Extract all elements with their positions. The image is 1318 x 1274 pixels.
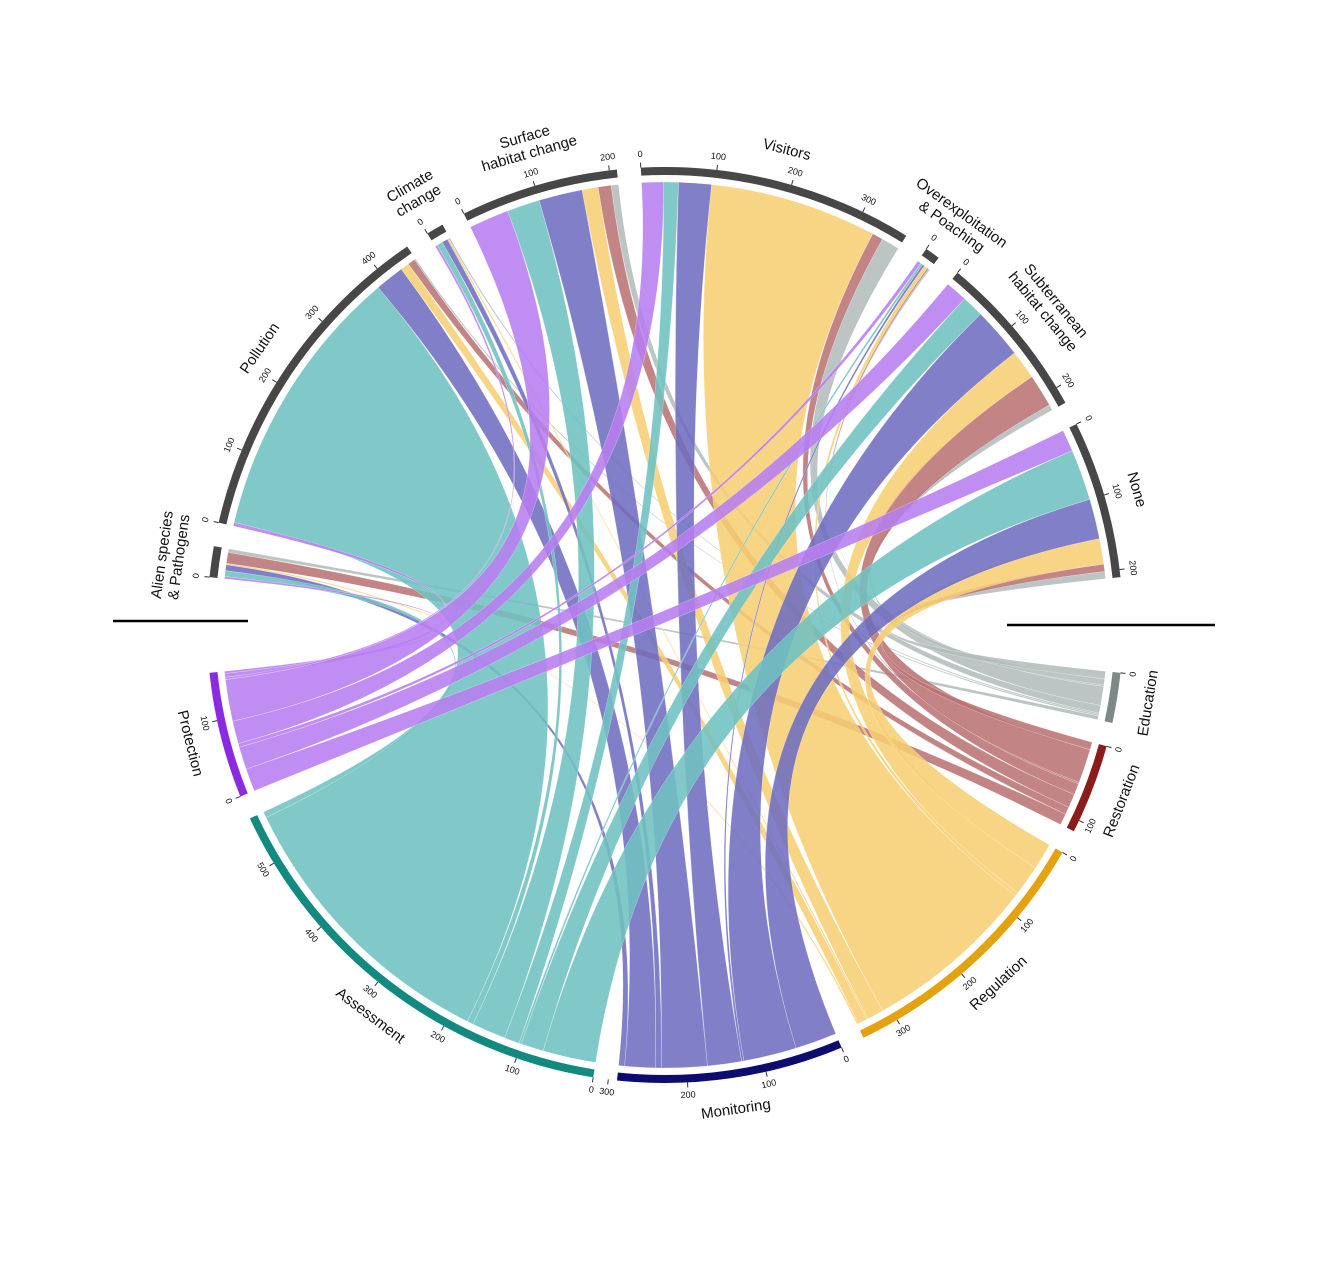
tick-mark <box>792 180 793 185</box>
tick-label: 0 <box>1068 854 1079 863</box>
sector-label: Restoration <box>1100 762 1143 840</box>
sector-arc <box>922 249 939 264</box>
tick-label: 100 <box>504 1063 521 1077</box>
tick-mark <box>608 1079 609 1084</box>
tick-mark <box>205 577 210 578</box>
tick-label: 200 <box>787 165 804 179</box>
tick-mark <box>1017 918 1021 921</box>
tick-label: 100 <box>1110 482 1124 499</box>
sector-label: Pollution <box>237 320 283 377</box>
tick-label: 300 <box>361 983 379 1000</box>
tick-mark <box>1063 852 1067 854</box>
tick-mark <box>374 265 377 269</box>
tick-label: 200 <box>1060 371 1076 389</box>
tick-label: 0 <box>1113 746 1124 753</box>
tick-mark <box>317 927 321 930</box>
tick-label: 0 <box>1128 671 1138 677</box>
sector-arc <box>427 225 446 241</box>
tick-label: 200 <box>961 975 979 992</box>
tick-mark <box>842 1048 844 1053</box>
tick-label: 100 <box>760 1077 777 1090</box>
tick-label: 0 <box>588 1084 595 1095</box>
tick-label: 200 <box>600 151 616 163</box>
tick-mark <box>1120 569 1125 570</box>
tick-label: 0 <box>637 149 643 159</box>
tick-mark <box>272 380 276 383</box>
tick-label: 0 <box>842 1053 850 1064</box>
tick-label: 0 <box>416 216 425 227</box>
tick-label: 100 <box>199 715 212 732</box>
tick-mark <box>318 318 322 321</box>
tick-label: 100 <box>1083 817 1098 835</box>
tick-mark <box>962 974 965 978</box>
tick-label: 300 <box>599 1086 615 1098</box>
tick-label: 0 <box>223 797 234 805</box>
tick-label: 100 <box>710 151 726 163</box>
tick-mark <box>212 721 217 722</box>
tick-mark <box>717 165 718 170</box>
tick-mark <box>1012 323 1016 326</box>
sector-label: Monitoring <box>700 1096 772 1123</box>
tick-mark <box>375 982 378 986</box>
tick-mark <box>236 796 241 798</box>
tick-mark <box>592 1077 593 1082</box>
tick-mark <box>237 448 242 450</box>
tick-mark <box>863 207 865 212</box>
tick-mark <box>1057 385 1061 388</box>
tick-label: 0 <box>191 573 201 579</box>
ribbons <box>224 182 1105 1068</box>
tick-mark <box>425 229 428 233</box>
tick-label: 0 <box>961 257 971 268</box>
tick-label: 300 <box>894 1022 912 1038</box>
tick-label: 400 <box>303 926 320 944</box>
tick-label: 0 <box>929 232 939 243</box>
tick-label: 200 <box>257 366 273 384</box>
tick-mark <box>1077 422 1081 424</box>
tick-mark <box>1107 746 1112 747</box>
tick-mark <box>533 181 534 186</box>
tick-mark <box>1104 494 1109 495</box>
tick-label: 300 <box>860 192 878 208</box>
tick-label: 100 <box>522 166 539 180</box>
chord-chart: 0Alien species& Pathogens0100200300400Po… <box>0 0 1318 1269</box>
tick-mark <box>462 209 464 213</box>
tick-label: 300 <box>303 303 320 321</box>
tick-label: 500 <box>255 861 271 879</box>
tick-label: 200 <box>1127 560 1139 576</box>
tick-label: 400 <box>360 250 378 267</box>
tick-mark <box>1079 821 1084 823</box>
sector-label: Education <box>1134 669 1161 738</box>
tick-mark <box>270 863 274 866</box>
tick-label: 200 <box>680 1089 696 1100</box>
tick-label: 100 <box>222 436 237 454</box>
tick-label: 0 <box>1083 414 1094 423</box>
sector-label: Visitors <box>761 136 813 165</box>
sector-arc <box>1105 672 1121 723</box>
tick-mark <box>897 1020 900 1024</box>
tick-mark <box>926 245 929 249</box>
tick-label: 200 <box>429 1029 447 1045</box>
tick-label: 0 <box>453 196 462 207</box>
tick-mark <box>441 1026 443 1030</box>
tick-label: 100 <box>1018 916 1035 934</box>
tick-mark <box>609 165 610 170</box>
tick-mark <box>515 1058 517 1063</box>
tick-label: 100 <box>1014 308 1031 326</box>
tick-label: 0 <box>200 516 211 523</box>
sector-label: None <box>1123 470 1149 509</box>
tick-mark <box>1120 673 1125 674</box>
tick-mark <box>766 1072 767 1077</box>
tick-mark <box>214 522 219 523</box>
sector-arc <box>210 546 222 578</box>
tick-mark <box>958 269 961 273</box>
